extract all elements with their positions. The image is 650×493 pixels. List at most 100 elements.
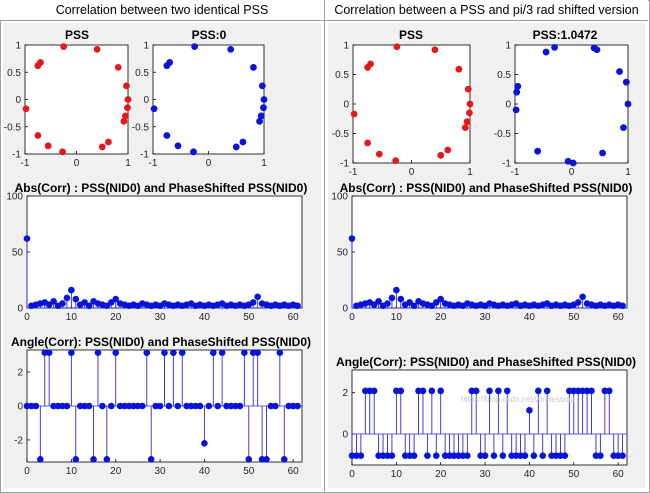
stem-marker: [90, 455, 97, 463]
left-constellation-shifted-axes: -1 0 1 1 0.5 0 -0.5 -1: [132, 41, 268, 169]
stem-marker: [254, 293, 261, 301]
constellation-point: [542, 48, 550, 56]
stem-marker: [543, 387, 551, 395]
constellation-point: [250, 63, 257, 71]
stem-marker: [561, 452, 569, 460]
right-angle-title: Angle(Corr): PSS(NID0) and PhaseShifted …: [336, 355, 636, 369]
left-figure: PSS PSS:0 -1 0 1 1 0.5 0 -0.5 -1 -1 0 1 1 0.5 0 -0.5-…: [3, 23, 321, 488]
x-tick-label: 10: [391, 469, 403, 480]
stem-marker: [23, 235, 31, 242]
stem-marker: [59, 300, 66, 307]
stem-marker: [249, 299, 257, 306]
x-tick-label: 0: [349, 312, 355, 323]
y-tick-label: 2: [342, 388, 348, 399]
constellation-point: [232, 143, 240, 151]
stem-marker: [241, 349, 248, 357]
stem-marker: [85, 402, 93, 410]
stem-marker: [384, 300, 391, 307]
left-panel: Correlation between two identical PSS PS…: [0, 0, 325, 491]
constellation-point: [22, 105, 30, 113]
right-panel-heading: Correlation between a PSS and pi/3 rad s…: [325, 0, 648, 21]
constellation-point: [534, 147, 541, 155]
stem-marker: [94, 349, 102, 357]
stem-marker: [165, 402, 173, 410]
constellation-point: [514, 82, 522, 90]
stem-marker: [201, 440, 208, 447]
stem-marker: [534, 387, 542, 395]
constellation-point: [239, 138, 247, 146]
y-tick-label: -1: [340, 159, 349, 170]
constellation-point: [256, 117, 263, 125]
constellation-point: [105, 138, 112, 146]
x-tick-label: 40: [524, 469, 536, 480]
constellation-point: [350, 110, 358, 118]
stem-marker: [107, 402, 115, 410]
stem-marker: [490, 452, 498, 460]
stem-marker: [526, 406, 533, 414]
y-tick-label: -0.5: [332, 129, 350, 140]
y-tick-label: 0.5: [497, 70, 511, 81]
constellation-point: [622, 78, 630, 86]
x-tick-label: 1: [125, 158, 131, 169]
x-tick-label: 60: [613, 312, 625, 323]
stem-marker: [205, 402, 213, 410]
x-tick-label: -1: [511, 167, 520, 178]
x-tick-label: 10: [66, 312, 78, 323]
y-tick-label: -0.5: [4, 122, 22, 133]
constellation-point: [513, 88, 521, 96]
x-tick-label: 0: [569, 167, 575, 178]
constellation-point: [257, 112, 265, 120]
stem-marker: [419, 387, 427, 395]
x-tick-label: 1: [625, 167, 631, 178]
constellation-point: [34, 62, 42, 70]
y-tick-label: 0: [505, 100, 511, 111]
right-figure-svg: PSS PSS:1.0472 -1 0 1 1 0.5 0 -0.5 -1 -1 0 1 1 0.5 0…: [331, 28, 636, 480]
stem-marker: [103, 455, 111, 463]
stem-marker: [499, 452, 507, 460]
x-tick-label: 0: [409, 167, 415, 178]
constellation-point: [392, 157, 400, 165]
stem-marker: [410, 302, 418, 310]
stem-marker: [143, 349, 151, 357]
y-tick-label: 1: [505, 41, 511, 52]
constellation-point: [120, 117, 128, 125]
constellation-point: [191, 43, 199, 51]
y-tick-label: 50: [12, 248, 24, 259]
constellation-point: [60, 43, 68, 51]
stem-marker: [388, 452, 396, 460]
stem-marker: [370, 387, 378, 395]
constellation-point: [190, 148, 197, 156]
constellation-point: [124, 104, 131, 112]
stem-marker: [72, 295, 80, 303]
stem-marker: [294, 402, 301, 410]
y-tick-label: 0.5: [7, 68, 21, 79]
stem-marker: [50, 297, 57, 305]
y-tick-label: 0: [343, 100, 349, 111]
y-tick-label: 1: [143, 41, 149, 52]
x-tick-label: 30: [480, 312, 492, 323]
stem-marker: [72, 455, 80, 463]
stem-marker: [619, 452, 626, 460]
stem-marker: [375, 297, 382, 305]
plot-area: [351, 195, 628, 309]
stem-marker: [574, 299, 582, 306]
constellation-point: [123, 82, 130, 90]
x-tick-label: -1: [349, 167, 358, 178]
constellation-point: [463, 118, 471, 126]
left-constellation-pss-title: PSS: [65, 28, 89, 42]
constellation-point: [364, 139, 372, 147]
constellation-point: [444, 146, 452, 154]
x-tick-label: 50: [243, 312, 255, 323]
y-tick-label: 100: [6, 192, 23, 203]
y-tick-label: 1: [15, 41, 21, 52]
right-constellation-pss-axes: -1 0 1 1 0.5 0 -0.5 -1: [332, 41, 474, 178]
x-tick-label: 30: [155, 466, 167, 477]
stem-marker: [147, 455, 155, 463]
stem-marker: [588, 387, 595, 395]
y-tick-label: 0: [143, 95, 149, 106]
left-abs-title: Abs(Corr) : PSS(NID0) and PhaseShifted P…: [15, 181, 308, 195]
left-abs-corr-axes: 0 10 20 30 40 50 60 100 50 0: [6, 192, 303, 323]
constellation-point: [98, 143, 106, 151]
